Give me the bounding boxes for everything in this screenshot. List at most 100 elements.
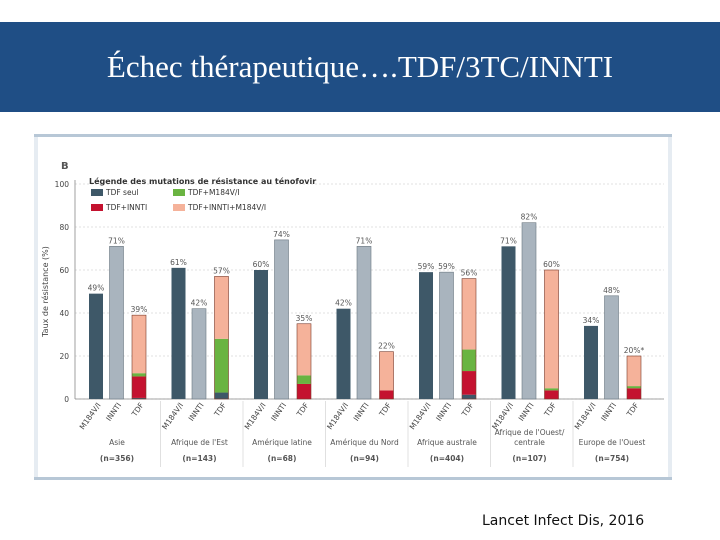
bar-category-label: INNTI: [599, 401, 618, 423]
bar-tdf-outline: [214, 276, 229, 400]
bar-category-label: M184V/I: [243, 401, 268, 431]
bar-category-label: M184V/I: [490, 401, 515, 431]
bar-category-label: TDF: [624, 401, 640, 419]
bar-tdf-outline: [461, 278, 477, 400]
bar-tdf-tdf_innti_m184: [462, 278, 476, 350]
bar-tdf-tdf_m184: [297, 375, 311, 384]
group-region-label: centrale: [514, 438, 545, 447]
bar-tdf-tdf_seul: [214, 392, 229, 399]
bar-category-label: INNTI: [517, 401, 536, 423]
group-region-label: Afrique australe: [417, 438, 477, 447]
bar-value-label: 59%: [438, 262, 455, 271]
resistance-chart: B 0 20 40 60 80 100 Taux de résistance (%) Légen…: [40, 161, 664, 467]
bar-tdf-tdf_m184: [214, 338, 229, 393]
bar-innti: [356, 246, 372, 400]
bar-category-label: TDF: [212, 401, 228, 419]
bar-value-label: 39%: [131, 305, 148, 314]
bar-category-label: TDF: [542, 401, 558, 419]
bar-category-label: M184V/I: [573, 401, 598, 431]
bar-innti: [274, 239, 289, 400]
group-n-label: (n=68): [268, 454, 297, 463]
bar-tdf-tdf_m184: [132, 373, 146, 377]
bar-innti: [604, 295, 619, 400]
legend-swatch-tdf_seul: [91, 189, 103, 196]
bar-category-label: TDF: [459, 401, 475, 419]
bar-tdf-outline: [296, 323, 312, 400]
bar-category-label: M184V/I: [408, 401, 433, 431]
bar-m184: [89, 293, 103, 399]
y-tick-label: 40: [59, 309, 69, 318]
group-region-label: Asie: [109, 438, 125, 447]
bar-tdf-tdf_seul: [462, 394, 476, 399]
group-n-label: (n=356): [100, 454, 134, 463]
bar-innti: [439, 271, 454, 400]
bar-category-label: M184V/I: [78, 401, 103, 431]
bar-tdf-tdf_innti_m184: [544, 270, 559, 389]
y-tick-label: 0: [64, 395, 69, 404]
bar-value-label: 60%: [543, 260, 560, 269]
bar-tdf-tdf_innti: [544, 390, 559, 399]
bar-value-label: 20%*: [624, 346, 645, 355]
bar-value-label: 34%: [583, 316, 600, 325]
group-region-label: Afrique de l'Ouest/: [495, 428, 565, 437]
bar-category-label: INNTI: [187, 401, 206, 423]
bar-m184: [419, 272, 433, 399]
bar-value-label: 61%: [170, 258, 187, 267]
bar-category-label: INNTI: [269, 401, 288, 423]
group-n-label: (n=754): [595, 454, 629, 463]
y-tick-label: 100: [55, 180, 70, 189]
bar-tdf-tdf_innti: [132, 376, 146, 398]
chart-figure: B 0 20 40 60 80 100 Taux de résistance (%) Légen…: [34, 134, 672, 480]
bar-tdf-tdf_innti_m184: [627, 356, 641, 387]
bar-value-label: 22%: [378, 342, 395, 351]
bar-tdf-tdf_innti: [379, 390, 394, 399]
group-n-label: (n=107): [512, 454, 546, 463]
bar-value-label: 35%: [296, 314, 313, 323]
y-tick-label: 80: [59, 223, 69, 232]
legend-swatch-tdf_innti_m184: [173, 204, 185, 211]
legend-label: TDF+INNTI+M184V/I: [187, 203, 266, 212]
panel-label: B: [61, 161, 69, 172]
group-region-label: Amérique latine: [252, 438, 312, 447]
bar-value-label: 56%: [461, 269, 478, 278]
bar-tdf-tdf_seul: [132, 397, 146, 399]
bar-value-label: 49%: [88, 284, 105, 293]
bar-m184: [171, 267, 186, 399]
legend-title: Légende des mutations de résistance au t…: [89, 176, 316, 186]
bar-category-label: TDF: [377, 401, 393, 419]
legend-label: TDF+INNTI: [105, 203, 147, 212]
legend-label: TDF seul: [105, 188, 138, 197]
bar-m184: [336, 308, 351, 399]
bar-category-label: INNTI: [104, 401, 123, 423]
bar-tdf-tdf_m184: [544, 388, 559, 391]
legend-swatch-tdf_m184: [173, 189, 185, 196]
bar-m184: [501, 246, 516, 399]
group-n-label: (n=94): [350, 454, 379, 463]
bar-innti: [109, 246, 124, 400]
bar-category-label: TDF: [294, 401, 310, 419]
legend-swatch-tdf_innti: [91, 204, 103, 211]
bar-tdf-outline: [544, 269, 559, 400]
bar-category-label: M184V/I: [160, 401, 185, 431]
bar-tdf-tdf_innti_m184: [132, 315, 146, 374]
bar-value-label: 59%: [418, 262, 435, 271]
bar-m184: [584, 325, 598, 399]
bar-value-label: 82%: [521, 213, 538, 222]
bar-tdf-tdf_innti: [627, 388, 641, 399]
bar-value-label: 71%: [108, 236, 125, 245]
bar-value-label: 42%: [335, 299, 352, 308]
bar-tdf-tdf_m184: [462, 349, 476, 372]
bar-tdf-tdf_innti: [297, 383, 311, 399]
group-region-label: Amérique du Nord: [330, 438, 399, 447]
citation: Lancet Infect Dis, 2016: [482, 513, 645, 529]
y-tick-label: 20: [59, 352, 69, 361]
y-tick-label: 60: [59, 266, 69, 275]
group-n-label: (n=143): [182, 454, 216, 463]
group-region-label: Afrique de l'Est: [171, 438, 228, 447]
group-n-label: (n=404): [430, 454, 464, 463]
bar-tdf-tdf_innti_m184: [379, 351, 394, 391]
title-bar: Échec thérapeutique….TDF/3TC/INNTI: [0, 22, 720, 112]
y-axis-label: Taux de résistance (%): [40, 246, 50, 338]
bar-m184: [254, 270, 268, 399]
bar-tdf-outline: [626, 355, 642, 400]
